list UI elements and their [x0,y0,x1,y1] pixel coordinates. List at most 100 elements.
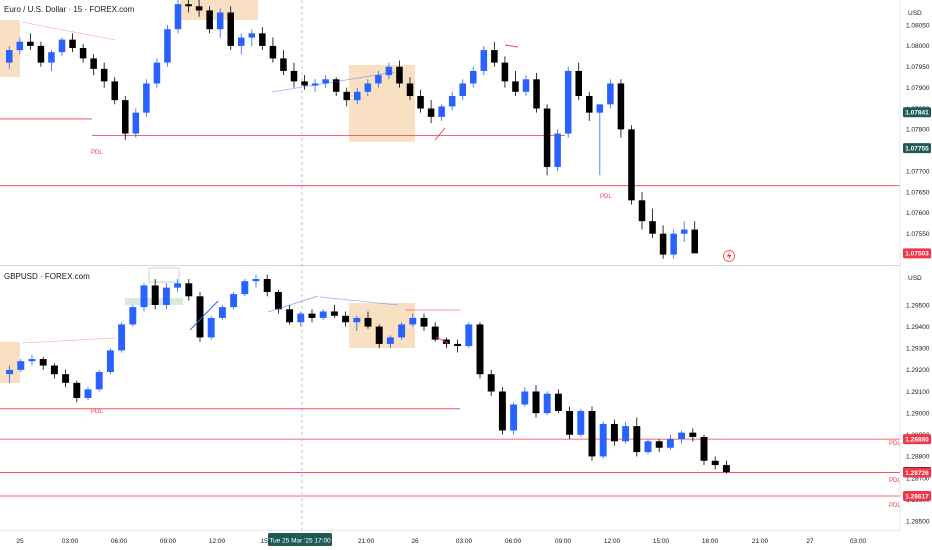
candle-body [330,311,338,316]
candle-body [164,29,171,63]
time-tick: 09:00 [555,538,572,545]
candle-body [274,291,282,310]
trend-line[interactable] [21,21,116,41]
candle [398,322,406,340]
candle [610,419,618,446]
candle [521,387,529,407]
candle [722,460,730,474]
trend-line[interactable] [434,127,446,141]
lightning-icon[interactable] [723,250,735,262]
candle [498,387,506,435]
candle-body [438,106,445,117]
candle [301,75,308,90]
candle [332,77,340,96]
candle [140,283,148,312]
candle-body [84,389,92,398]
candle [438,104,445,122]
candle-body [607,83,614,105]
candle [353,315,361,331]
candle-body [174,283,182,288]
candle [79,43,87,63]
eurusd-zones [0,0,415,142]
candle-body [409,317,417,325]
candle [691,221,698,254]
eurusd-trendlines [21,21,519,141]
candle-body [129,307,137,325]
candle [62,369,70,388]
candle [195,0,203,17]
candle [218,304,226,321]
candle-body [27,41,34,46]
candle-body [58,39,66,53]
time-tick: 21:00 [752,538,769,545]
gbpusd-pane[interactable]: PDL PDL PDL PDL GBPUSD · FOREX.com [0,267,901,509]
trend-line[interactable] [21,337,116,344]
candle [129,304,137,327]
candle-body [522,79,530,92]
eurusd-pane[interactable]: PDL PDL Euro / U.S. Dollar · 15 · FOREX.… [0,0,900,262]
candle [409,313,417,327]
gbpusd-horizontal-lines [0,408,900,497]
candle-body [143,83,150,113]
highlight-zone [349,65,415,142]
time-axis[interactable]: 25 03:00 06:00 09:00 12:00 15: 21:00 26 03:00 06:… [0,530,932,550]
candle-body [406,83,414,96]
price-tick: 1.28800 [906,454,930,461]
candle [196,291,204,342]
candle [659,225,667,259]
time-axis-labels: 25 03:00 06:00 09:00 12:00 15: 21:00 26 03:00 06:… [16,538,866,545]
candle [554,129,561,172]
price-badge-label: 1.28726 [905,470,929,477]
candle-body [90,58,97,69]
crosshair-time-badge [268,533,332,546]
candle-body [554,133,561,167]
candle-body [6,369,14,375]
candle [364,311,372,329]
eurusd-price-axis: 1.080501.080001.079501.079001.078501.078… [903,22,931,259]
candle-body [564,70,572,134]
candle [37,41,45,67]
pdl-label: PDL [600,194,612,200]
candle [364,79,372,96]
candle [50,363,58,379]
currency-label[interactable]: USD [908,10,922,17]
time-tick: 03:00 [456,538,473,545]
trend-line[interactable] [504,44,519,48]
price-axis[interactable]: USD USD 1.08050 1.08000 1.07950 1.07900 1.07… [899,0,932,530]
gbpusd-title: GBPUSD · FOREX.com [4,272,90,281]
trend-line[interactable] [267,295,319,313]
trend-line[interactable] [271,71,396,93]
candle-body [6,50,13,63]
candle [230,291,238,310]
trend-line[interactable] [189,300,219,331]
candle-body [498,391,506,431]
candle [454,339,462,353]
candle [480,45,488,76]
price-tick: 1.07800 [906,127,930,134]
price-badge: 1.28617 [903,491,931,502]
candle [259,27,266,51]
candle-body [577,410,585,435]
pdl-label: PDL [91,150,103,156]
candle-body [286,309,294,323]
pdl-label: PDL [91,409,103,415]
trend-line[interactable] [435,336,449,344]
currency-label[interactable]: USD [908,275,922,282]
candle [386,335,394,349]
candle-body [655,441,663,448]
candle-body [722,465,730,473]
candle-body [554,393,562,411]
time-tick: 26 [411,538,419,545]
highlight-zone [148,267,180,283]
time-tick: 03:00 [850,538,867,545]
candle-body [301,81,308,86]
candle-body [617,83,625,130]
candle-body [680,229,688,234]
candle-body [16,41,24,51]
candle [90,54,97,76]
price-tick: 1.07550 [906,231,930,238]
candle [106,348,114,375]
candle [670,229,677,259]
trend-line[interactable] [319,296,399,306]
